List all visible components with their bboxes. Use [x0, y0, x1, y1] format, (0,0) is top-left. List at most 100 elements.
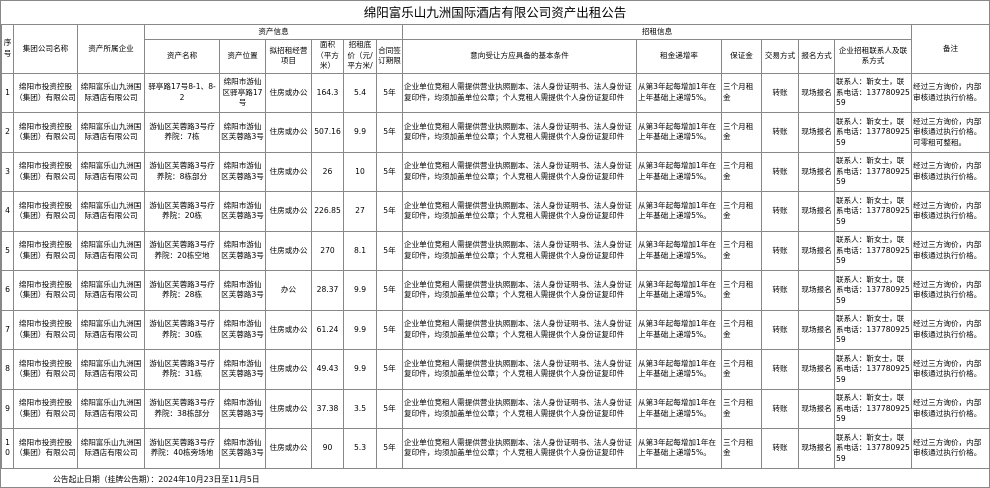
- cell-use: 住房或办公: [265, 349, 312, 390]
- cell-deposit: 三个月租金: [721, 388, 762, 429]
- cell-location: 绵阳市游仙区芙蓉路3号: [219, 151, 266, 192]
- cell-remark: 经过三方询价，内部审核通过执行价格。: [911, 230, 990, 271]
- header-company: 资产所属企业: [77, 25, 145, 74]
- cell-area: 164.3: [311, 72, 344, 113]
- cell-company: 绵阳富乐山九洲国际酒店有限公司: [77, 428, 145, 469]
- cell-trade: 转账: [761, 191, 799, 232]
- cell-group: 绵阳市投资控股（集团）有限公司: [13, 270, 78, 311]
- cell-seq: 9: [1, 388, 14, 429]
- cell-conditions: 企业单位竞租人需提供营业执照副本、法人身份证明书、法人身份证复印件，均须加盖单位…: [402, 309, 637, 350]
- cell-group: 绵阳市投资控股（集团）有限公司: [13, 151, 78, 192]
- cell-seq: 5: [1, 230, 14, 271]
- cell-remark: 经过三方询价，内部审核通过执行价格。: [911, 270, 990, 311]
- cell-location: 绵阳市游仙区芙蓉路3号: [219, 112, 266, 153]
- cell-remark: 经过三方询价，内部审核通过执行价格。: [911, 191, 990, 232]
- cell-price: 27: [343, 191, 377, 232]
- cell-contact: 联系人：靳女士，联系电话：13778092559: [834, 112, 912, 153]
- cell-seq: 8: [1, 349, 14, 390]
- cell-price: 9.9: [343, 349, 377, 390]
- table-row: 5 绵阳市投资控股（集团）有限公司 绵阳富乐山九洲国际酒店有限公司 游仙区芙蓉路3号疗…: [1, 230, 990, 271]
- cell-seq: 6: [1, 270, 14, 311]
- cell-term: 5年: [376, 388, 403, 429]
- cell-company: 绵阳富乐山九洲国际酒店有限公司: [77, 270, 145, 311]
- cell-asset-name: 驿亭路17号8-1、8-2: [144, 72, 220, 113]
- cell-company: 绵阳富乐山九洲国际酒店有限公司: [77, 388, 145, 429]
- cell-signup: 现场报名: [798, 151, 835, 192]
- cell-signup: 现场报名: [798, 428, 835, 469]
- cell-remark: 经过三方询价，内部审核通过执行价格。: [911, 72, 990, 113]
- cell-contact: 联系人：靳女士，联系电话：13778092559: [834, 349, 912, 390]
- cell-remark: 经过三方询价，内部审核通过执行价格。: [911, 349, 990, 390]
- cell-area: 28.37: [311, 270, 344, 311]
- cell-use: 住房或办公: [265, 309, 312, 350]
- table-row: 9 绵阳市投资控股（集团）有限公司 绵阳富乐山九洲国际酒店有限公司 游仙区芙蓉路3号疗…: [1, 388, 990, 429]
- cell-asset-name: 游仙区芙蓉路3号疗养院：8栋部分: [144, 151, 220, 192]
- table-row: 10 绵阳市投资控股（集团）有限公司 绵阳富乐山九洲国际酒店有限公司 游仙区芙蓉路3号…: [1, 428, 990, 469]
- cell-use: 住房或办公: [265, 72, 312, 113]
- cell-seq: 1: [1, 72, 14, 113]
- cell-term: 5年: [376, 112, 403, 153]
- cell-deposit: 三个月租金: [721, 191, 762, 232]
- cell-use: 住房或办公: [265, 230, 312, 271]
- cell-contact: 联系人：靳女士，联系电话：13778092559: [834, 191, 912, 232]
- cell-asset-name: 游仙区芙蓉路3号疗养院：7栋: [144, 112, 220, 153]
- cell-company: 绵阳富乐山九洲国际酒店有限公司: [77, 112, 145, 153]
- cell-asset-name: 游仙区芙蓉路3号疗养院：38栋部分: [144, 388, 220, 429]
- cell-deposit: 三个月租金: [721, 349, 762, 390]
- cell-asset-name: 游仙区芙蓉路3号疗养院：40栋旁场地: [144, 428, 220, 469]
- cell-seq: 7: [1, 309, 14, 350]
- cell-remark: 经过三方询价，内部审核通过执行价格。: [911, 151, 990, 192]
- cell-term: 5年: [376, 349, 403, 390]
- cell-group: 绵阳市投资控股（集团）有限公司: [13, 112, 78, 153]
- cell-seq: 4: [1, 191, 14, 232]
- cell-asset-name: 游仙区芙蓉路3号疗养院：31栋: [144, 349, 220, 390]
- table-row: 4 绵阳市投资控股（集团）有限公司 绵阳富乐山九洲国际酒店有限公司 游仙区芙蓉路3号疗…: [1, 191, 990, 232]
- cell-conditions: 企业单位竞租人需提供营业执照副本、法人身份证明书、法人身份证复印件，均须加盖单位…: [402, 270, 637, 311]
- header-location: 资产位置: [219, 38, 266, 74]
- cell-conditions: 企业单位竞租人需提供营业执照副本、法人身份证明书、法人身份证复印件，均须加盖单位…: [402, 191, 637, 232]
- cell-conditions: 企业单位竞租人需提供营业执照副本、法人身份证明书、法人身份证复印件，均须加盖单位…: [402, 230, 637, 271]
- header-contact: 企业招租联系人及联系方式: [834, 38, 912, 74]
- cell-location: 绵阳市游仙区驿亭路17号: [219, 72, 266, 113]
- cell-area: 49.43: [311, 349, 344, 390]
- cell-trade: 转账: [761, 309, 799, 350]
- cell-increase: 从第3年起每增加1年在上年基础上递增5%。: [636, 151, 722, 192]
- cell-use: 住房或办公: [265, 428, 312, 469]
- table-row: 1 绵阳市投资控股（集团）有限公司 绵阳富乐山九洲国际酒店有限公司 驿亭路17号8-1…: [1, 72, 990, 113]
- cell-signup: 现场报名: [798, 309, 835, 350]
- cell-seq: 3: [1, 151, 14, 192]
- cell-company: 绵阳富乐山九洲国际酒店有限公司: [77, 191, 145, 232]
- cell-term: 5年: [376, 191, 403, 232]
- announcement-period: 公告起止日期（挂牌公告期）：2024年10月23日至11月5日: [53, 475, 260, 484]
- page-title: 绵阳富乐山九洲国际酒店有限公司资产出租公告: [1, 1, 989, 25]
- header-group: 集团公司名称: [13, 25, 78, 74]
- header-price: 招租底价（元/平方米/: [343, 38, 377, 74]
- cell-increase: 从第3年起每增加1年在上年基础上递增5%。: [636, 112, 722, 153]
- cell-price: 9.9: [343, 309, 377, 350]
- cell-group: 绵阳市投资控股（集团）有限公司: [13, 428, 78, 469]
- cell-contact: 联系人：靳女士，联系电话：13778092559: [834, 428, 912, 469]
- table-row: 2 绵阳市投资控股（集团）有限公司 绵阳富乐山九洲国际酒店有限公司 游仙区芙蓉路3号疗…: [1, 112, 990, 153]
- cell-seq: 2: [1, 112, 14, 153]
- header-asset-info: 资产信息: [144, 25, 403, 40]
- table-row: 7 绵阳市投资控股（集团）有限公司 绵阳富乐山九洲国际酒店有限公司 游仙区芙蓉路3号疗…: [1, 309, 990, 350]
- cell-company: 绵阳富乐山九洲国际酒店有限公司: [77, 230, 145, 271]
- cell-signup: 现场报名: [798, 112, 835, 153]
- cell-use: 住房或办公: [265, 112, 312, 153]
- header-seq: 序号: [1, 25, 14, 74]
- cell-deposit: 三个月租金: [721, 151, 762, 192]
- cell-deposit: 三个月租金: [721, 428, 762, 469]
- cell-conditions: 企业单位竞租人需提供营业执照副本、法人身份证明书、法人身份证复印件，均须加盖单位…: [402, 151, 637, 192]
- header-term: 合同签订期限: [376, 38, 403, 74]
- cell-area: 26: [311, 151, 344, 192]
- header-area: 面积（平方米）: [311, 38, 344, 74]
- cell-area: 270: [311, 230, 344, 271]
- cell-deposit: 三个月租金: [721, 230, 762, 271]
- cell-deposit: 三个月租金: [721, 72, 762, 113]
- cell-term: 5年: [376, 230, 403, 271]
- header-asset-name: 资产名称: [144, 38, 220, 74]
- cell-remark: 经过三方询价，内部审核通过执行价格。: [911, 388, 990, 429]
- cell-conditions: 企业单位竞租人需提供营业执照副本、法人身份证明书、法人身份证复印件，均须加盖单位…: [402, 112, 637, 153]
- cell-term: 5年: [376, 72, 403, 113]
